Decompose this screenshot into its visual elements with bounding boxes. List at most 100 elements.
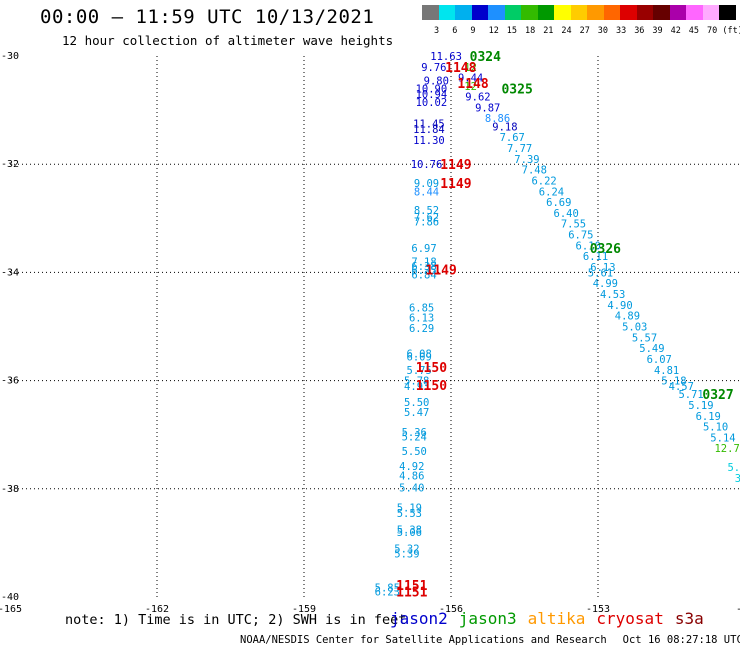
- color-swatch: [620, 5, 637, 20]
- swh-value-label: 5.78: [404, 376, 429, 388]
- swh-value-label: 7.67: [500, 132, 525, 144]
- latitude-tick-label: -32: [1, 159, 19, 170]
- map-subtitle: 12 hour collection of altimeter wave hei…: [62, 33, 394, 48]
- pass-time-label: 0324: [470, 50, 501, 65]
- color-swatch: [570, 5, 588, 20]
- color-scale-label: 3: [434, 26, 440, 36]
- swh-value-label: 5.50: [402, 446, 427, 458]
- swh-value-label: 6.40: [554, 208, 579, 220]
- color-swatch: [488, 5, 505, 20]
- color-scale-label: 70 (ft): [707, 26, 740, 36]
- satellite-legend-jason2: jason2: [390, 609, 448, 628]
- color-scale-label: 39: [652, 26, 663, 36]
- swh-value-label: 5.32: [394, 543, 419, 555]
- swh-value-label: 7.18: [411, 257, 436, 269]
- latitude-tick-label: -40: [1, 592, 19, 603]
- longitude-tick-label: -162: [145, 604, 169, 615]
- pass-time-label: 1148: [445, 61, 476, 76]
- swh-value-label: 4.92: [399, 461, 424, 473]
- color-scale-label: 12: [488, 26, 499, 36]
- swh-value-label: 8.52: [414, 205, 439, 217]
- satellite-legend-altika: altika: [527, 609, 586, 628]
- color-swatch: [504, 5, 522, 20]
- swh-value-label: 5.06: [397, 527, 422, 539]
- swh-value-label: 4.57: [669, 381, 694, 393]
- swh-value-label: 11.30: [413, 135, 445, 147]
- swh-value-label: 5.19: [397, 503, 422, 515]
- swh-value-label: 5.49: [639, 343, 664, 355]
- color-swatch: [537, 5, 555, 20]
- longitude-tick-label: -159: [292, 604, 316, 615]
- pass-time-label: 1151: [396, 579, 427, 594]
- color-scale-label: 36: [634, 26, 645, 36]
- satellite-legend-jason3: jason3: [458, 609, 517, 628]
- color-swatch: [422, 5, 439, 20]
- swh-value-label: 4.86: [399, 470, 424, 482]
- swh-value-label: 5.36: [402, 427, 427, 439]
- swh-value-label: 4.93: [404, 381, 429, 393]
- swh-value-label: 4.89: [615, 311, 640, 323]
- swh-value-label: 4.81: [654, 365, 679, 377]
- latitude-tick-label: -36: [1, 376, 19, 387]
- color-swatch: [636, 5, 654, 20]
- swh-value-label: 5.75: [407, 365, 432, 377]
- swh-value-label: 7.86: [414, 217, 439, 229]
- swh-value-label: 6.13: [409, 312, 434, 324]
- color-swatch: [521, 5, 538, 20]
- axis-ticks: -165 -162 -159 -156 -153 -15 -30 -32 -34 -36 -38 -4…: [0, 51, 740, 615]
- swh-value-label: 10.94: [416, 89, 448, 101]
- color-scale-label: 15: [506, 26, 518, 36]
- satellite-legend: jason2 jason3 altika cryosat s3a: [390, 609, 715, 628]
- swh-value-label: 12: [464, 62, 477, 74]
- color-swatch: [686, 5, 703, 20]
- swh-value-label: 11.84: [413, 124, 445, 136]
- color-swatch: [669, 5, 687, 20]
- color-scale-label: 42: [670, 26, 681, 36]
- color-swatch: [653, 5, 670, 20]
- color-scale-label: 9: [470, 26, 476, 36]
- swh-value-label: 6.75: [568, 230, 593, 242]
- swh-value-label: 6.07: [647, 354, 672, 366]
- swh-value-label: 6.13: [590, 262, 615, 274]
- color-swatch: [702, 5, 720, 20]
- swh-value-label: 6.22: [531, 175, 556, 187]
- swh-value-label: 5.50: [404, 397, 429, 409]
- swh-value-label: 5.19: [688, 400, 713, 412]
- color-scale-label: 30: [597, 26, 609, 36]
- pass-time-label: 0326: [590, 242, 621, 257]
- color-scale-label: 21: [543, 26, 554, 36]
- longitude-tick-label: -156: [439, 604, 463, 615]
- swh-value-label: 5.85: [375, 582, 400, 594]
- longitude-tick-label: -15: [736, 604, 740, 615]
- pass-time-label: 1149: [440, 177, 471, 192]
- swh-value-label: 5.61: [588, 267, 613, 279]
- pass-time-label: 0325: [501, 82, 532, 97]
- swh-value-label: 9.80: [424, 75, 449, 87]
- swh-value-label: 6.08: [407, 349, 432, 361]
- pass-time-label: 1151: [396, 586, 427, 601]
- swh-value-label: 4.53: [600, 289, 625, 301]
- swh-value-label: 7.39: [514, 154, 539, 166]
- color-swatch: [471, 5, 489, 20]
- latitude-tick-label: -38: [1, 484, 19, 495]
- swh-value-label: 5.38: [397, 524, 422, 536]
- swh-value-label: 6.24: [539, 186, 564, 198]
- swh-value-label: 5.53: [397, 508, 422, 520]
- footnote: note: 1) Time is in UTC; 2) SWH is in fe…: [65, 612, 407, 628]
- color-scale-label: 24: [561, 26, 572, 36]
- swh-value-label: 5.39: [394, 549, 419, 561]
- swh-value-label: 5.24: [402, 431, 427, 443]
- longitude-tick-label: -165: [0, 604, 22, 615]
- swh-value-label: 6.35: [411, 265, 436, 277]
- swh-value-label: 9.09: [414, 178, 439, 190]
- swh-value-label: 11.45: [413, 119, 445, 131]
- swh-value-label: 5.71: [678, 389, 703, 401]
- pass-time-label: 1150: [416, 361, 447, 376]
- swh-value-label: 9.76: [421, 62, 446, 74]
- generated-timestamp: Oct 16 08:27:18 UTC 2021: [622, 634, 740, 646]
- pass-time-label: 1149: [426, 264, 457, 279]
- swh-value-label: 7.48: [522, 165, 547, 177]
- swh-value-label: 6.09: [407, 351, 432, 363]
- swh-value-label: 5.10: [703, 422, 728, 434]
